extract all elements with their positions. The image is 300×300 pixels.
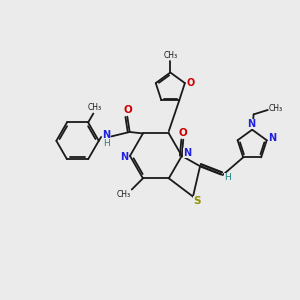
Text: O: O: [124, 105, 132, 115]
Text: CH₃: CH₃: [163, 51, 177, 60]
Text: H: H: [224, 173, 231, 182]
Text: CH₃: CH₃: [116, 190, 130, 199]
Text: N: N: [268, 133, 277, 143]
Text: CH₃: CH₃: [269, 104, 283, 113]
Text: O: O: [187, 78, 195, 88]
Text: N: N: [121, 152, 129, 162]
Text: O: O: [179, 128, 188, 138]
Text: H: H: [103, 139, 110, 148]
Text: CH₃: CH₃: [88, 103, 102, 112]
Text: N: N: [102, 130, 110, 140]
Text: S: S: [193, 196, 200, 206]
Text: N: N: [247, 119, 255, 129]
Text: N: N: [183, 148, 191, 158]
